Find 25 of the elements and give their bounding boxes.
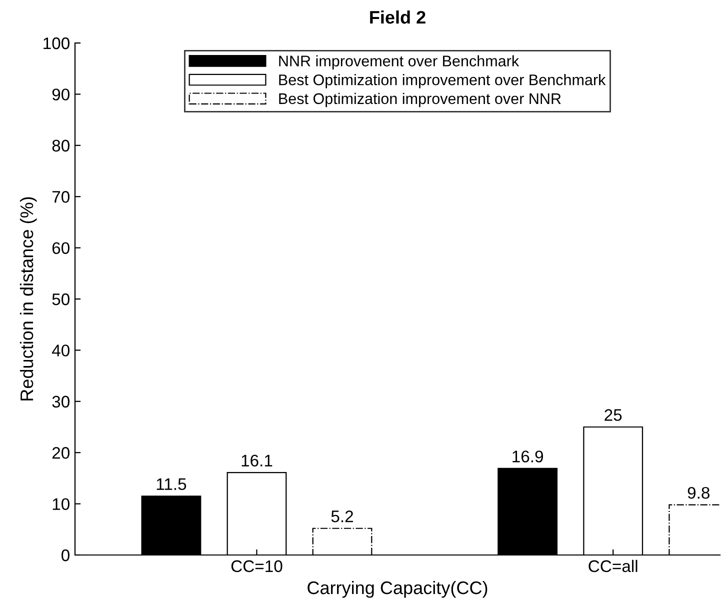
y-tick-label: 80	[52, 140, 70, 152]
x-tick-label: CC=all	[588, 560, 638, 572]
y-tick-label: 90	[52, 88, 70, 100]
y-axis-title: Reduction in distance (%)	[20, 197, 37, 400]
y-tick-label: 10	[52, 498, 70, 510]
y-tick-label: 20	[52, 447, 70, 459]
chart-title: Field 2	[370, 10, 426, 24]
data-label: 16.9	[512, 450, 543, 462]
y-tick-label: 50	[52, 293, 70, 306]
data-label: 9.8	[688, 486, 710, 499]
y-tick-label: 70	[52, 191, 70, 203]
y-tick-label: 100	[44, 37, 70, 50]
y-tick-label: 60	[52, 242, 70, 254]
y-tick-label: 40	[52, 344, 70, 356]
x-tick-label: CC=10	[231, 560, 282, 572]
data-label: 25	[604, 409, 622, 421]
y-tick-label: 0	[62, 549, 70, 562]
data-label: 11.5	[156, 478, 186, 490]
legend-label: NNR improvement over Benchmark	[279, 55, 520, 70]
data-label: 5.2	[331, 510, 354, 522]
y-tick-label: 30	[52, 396, 70, 408]
data-label: 16.1	[242, 454, 272, 466]
legend-label: Best Optimization improvement over NNR	[279, 92, 561, 108]
legend-label: Best Optimization improvement over Benchmark	[279, 74, 606, 88]
x-axis-title: Carrying Capacity(CC)	[308, 580, 488, 598]
